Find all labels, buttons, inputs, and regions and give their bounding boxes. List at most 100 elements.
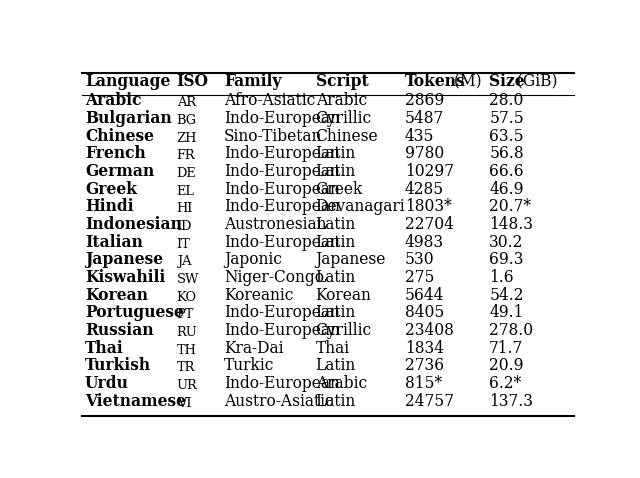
Text: 4285: 4285 [405,181,444,198]
Text: Austronesian: Austronesian [224,216,326,233]
Text: Thai: Thai [85,340,124,357]
Text: RU: RU [177,326,198,339]
Text: FR: FR [177,150,195,163]
Text: Vietnamese: Vietnamese [85,393,186,410]
Text: 2869: 2869 [405,92,444,109]
Text: 46.9: 46.9 [489,181,524,198]
Text: 24757: 24757 [405,393,454,410]
Text: 815*: 815* [405,375,442,392]
Text: BG: BG [177,114,197,127]
Text: 8405: 8405 [405,304,444,321]
Text: 137.3: 137.3 [489,393,533,410]
Text: Kiswahili: Kiswahili [85,269,165,286]
Text: 56.8: 56.8 [489,145,524,163]
Text: Latin: Latin [316,393,356,410]
Text: PT: PT [177,308,194,321]
Text: Indo-European: Indo-European [224,198,340,216]
Text: Devanagari: Devanagari [316,198,405,216]
Text: Latin: Latin [316,304,356,321]
Text: Indo-European: Indo-European [224,110,340,127]
Text: Bulgarian: Bulgarian [85,110,172,127]
Text: German: German [85,163,154,180]
Text: Turkish: Turkish [85,358,151,374]
Text: Indo-European: Indo-European [224,181,340,198]
Text: 5487: 5487 [405,110,444,127]
Text: AR: AR [177,97,196,109]
Text: TR: TR [177,361,195,374]
Text: Size: Size [489,74,525,90]
Text: Austro-Asiatic: Austro-Asiatic [224,393,333,410]
Text: 22704: 22704 [405,216,454,233]
Text: Indo-European: Indo-European [224,234,340,251]
Text: Language: Language [85,74,170,90]
Text: ISO: ISO [177,74,209,90]
Text: ID: ID [177,220,192,233]
Text: 275: 275 [405,269,435,286]
Text: HI: HI [177,202,193,216]
Text: Hindi: Hindi [85,198,134,216]
Text: 71.7: 71.7 [489,340,524,357]
Text: TH: TH [177,344,196,357]
Text: Japanese: Japanese [316,251,386,268]
Text: Cyrillic: Cyrillic [316,110,372,127]
Text: Arabic: Arabic [85,92,141,109]
Text: 28.0: 28.0 [489,92,524,109]
Text: Cyrillic: Cyrillic [316,322,372,339]
Text: Japanese: Japanese [85,251,163,268]
Text: EL: EL [177,185,195,198]
Text: Portuguese: Portuguese [85,304,184,321]
Text: Latin: Latin [316,145,356,163]
Text: Arabic: Arabic [316,92,367,109]
Text: (GiB): (GiB) [512,74,557,90]
Text: Arabic: Arabic [316,375,367,392]
Text: 66.6: 66.6 [489,163,524,180]
Text: 9780: 9780 [405,145,444,163]
Text: Latin: Latin [316,234,356,251]
Text: Sino-Tibetan: Sino-Tibetan [224,128,322,145]
Text: Tokens: Tokens [405,74,465,90]
Text: Indo-European: Indo-European [224,304,340,321]
Text: Russian: Russian [85,322,154,339]
Text: 435: 435 [405,128,435,145]
Text: 4983: 4983 [405,234,444,251]
Text: Indo-European: Indo-European [224,375,340,392]
Text: 6.2*: 6.2* [489,375,522,392]
Text: 23408: 23408 [405,322,454,339]
Text: ZH: ZH [177,132,197,145]
Text: 49.1: 49.1 [489,304,524,321]
Text: 5644: 5644 [405,287,444,304]
Text: Latin: Latin [316,269,356,286]
Text: Afro-Asiatic: Afro-Asiatic [224,92,315,109]
Text: Urdu: Urdu [85,375,129,392]
Text: Family: Family [224,74,282,90]
Text: (M): (M) [449,74,481,90]
Text: Greek: Greek [316,181,363,198]
Text: Italian: Italian [85,234,143,251]
Text: 69.3: 69.3 [489,251,524,268]
Text: Korean: Korean [85,287,148,304]
Text: 278.0: 278.0 [489,322,533,339]
Text: Thai: Thai [316,340,349,357]
Text: 57.5: 57.5 [489,110,524,127]
Text: Script: Script [316,74,369,90]
Text: Greek: Greek [85,181,137,198]
Text: Indo-European: Indo-European [224,322,340,339]
Text: VI: VI [177,397,191,410]
Text: French: French [85,145,146,163]
Text: Japonic: Japonic [224,251,282,268]
Text: 20.7*: 20.7* [489,198,531,216]
Text: IT: IT [177,238,191,251]
Text: UR: UR [177,379,198,392]
Text: JA: JA [177,255,191,268]
Text: Chinese: Chinese [85,128,154,145]
Text: Indo-European: Indo-European [224,163,340,180]
Text: 1834: 1834 [405,340,444,357]
Text: Indo-European: Indo-European [224,145,340,163]
Text: Niger-Congo: Niger-Congo [224,269,324,286]
Text: 63.5: 63.5 [489,128,524,145]
Text: 30.2: 30.2 [489,234,524,251]
Text: KO: KO [177,291,197,304]
Text: Latin: Latin [316,163,356,180]
Text: 530: 530 [405,251,435,268]
Text: 2736: 2736 [405,358,444,374]
